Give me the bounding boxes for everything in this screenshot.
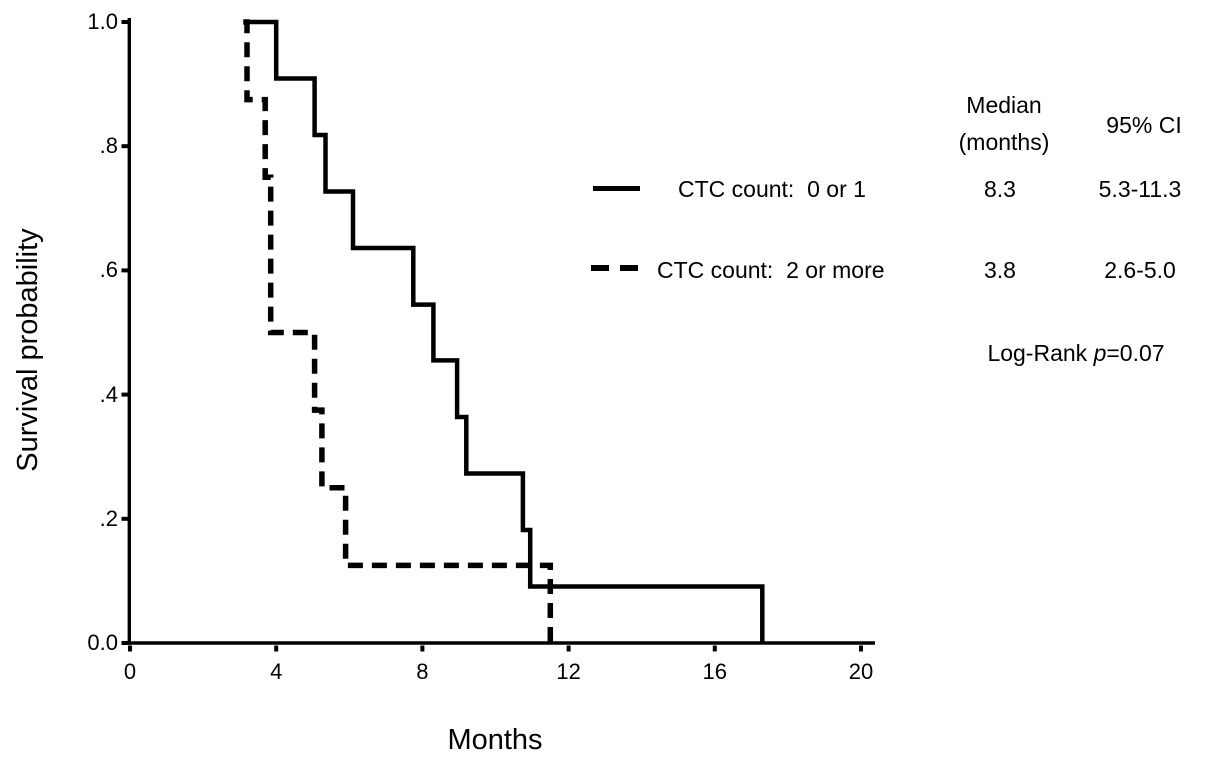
x-axis-title: Months	[447, 724, 543, 756]
y-tick-label: .6	[99, 257, 118, 283]
y-tick-label: .4	[99, 381, 118, 407]
logrank-prefix: Log-Rank	[987, 340, 1094, 366]
legend-header-median-line1: Median	[966, 92, 1042, 118]
legend-swatch-solid-line	[593, 186, 640, 191]
series-ctc-0-or-1	[248, 19, 765, 643]
x-tick-label: 4	[270, 659, 283, 684]
x-tick-label: 12	[556, 659, 581, 684]
x-tick-label: 16	[702, 659, 728, 684]
legend-median-ctc-0-or-1: 8.3	[984, 176, 1016, 202]
logrank-p-symbol: p	[1093, 340, 1107, 366]
y-tick-label: 0.0	[87, 630, 118, 655]
legend-ci-ctc-0-or-1: 5.3-11.3	[1098, 176, 1182, 202]
x-tick-label: 0	[123, 659, 137, 684]
legend-label-ctc-2-or-more: CTC count: 2 or more	[657, 257, 885, 283]
x-tick-label: 20	[848, 659, 874, 684]
logrank-stat: Log-Rank p=0.07	[971, 340, 1181, 367]
legend-header-median: Median (months)	[924, 87, 1084, 161]
legend-header-median-line2: (months)	[958, 129, 1050, 155]
logrank-p-value: =0.07	[1106, 340, 1165, 366]
y-tick-label: .2	[99, 505, 118, 531]
legend-header-ci: 95% CI	[1106, 112, 1182, 138]
legend-label-ctc-0-or-1: CTC count: 0 or 1	[678, 176, 866, 202]
series-ctc-2-or-more	[243, 19, 554, 643]
y-tick-label: 1.0	[87, 9, 118, 34]
y-tick-label: .8	[99, 133, 118, 159]
legend-median-ctc-2-or-more: 3.8	[984, 257, 1016, 283]
legend-swatch-dashed-line	[591, 265, 638, 271]
y-axis-title: Survival probability	[12, 228, 44, 472]
legend-ci-ctc-2-or-more: 2.6-5.0	[1104, 257, 1176, 283]
x-tick-label: 8	[416, 659, 429, 684]
